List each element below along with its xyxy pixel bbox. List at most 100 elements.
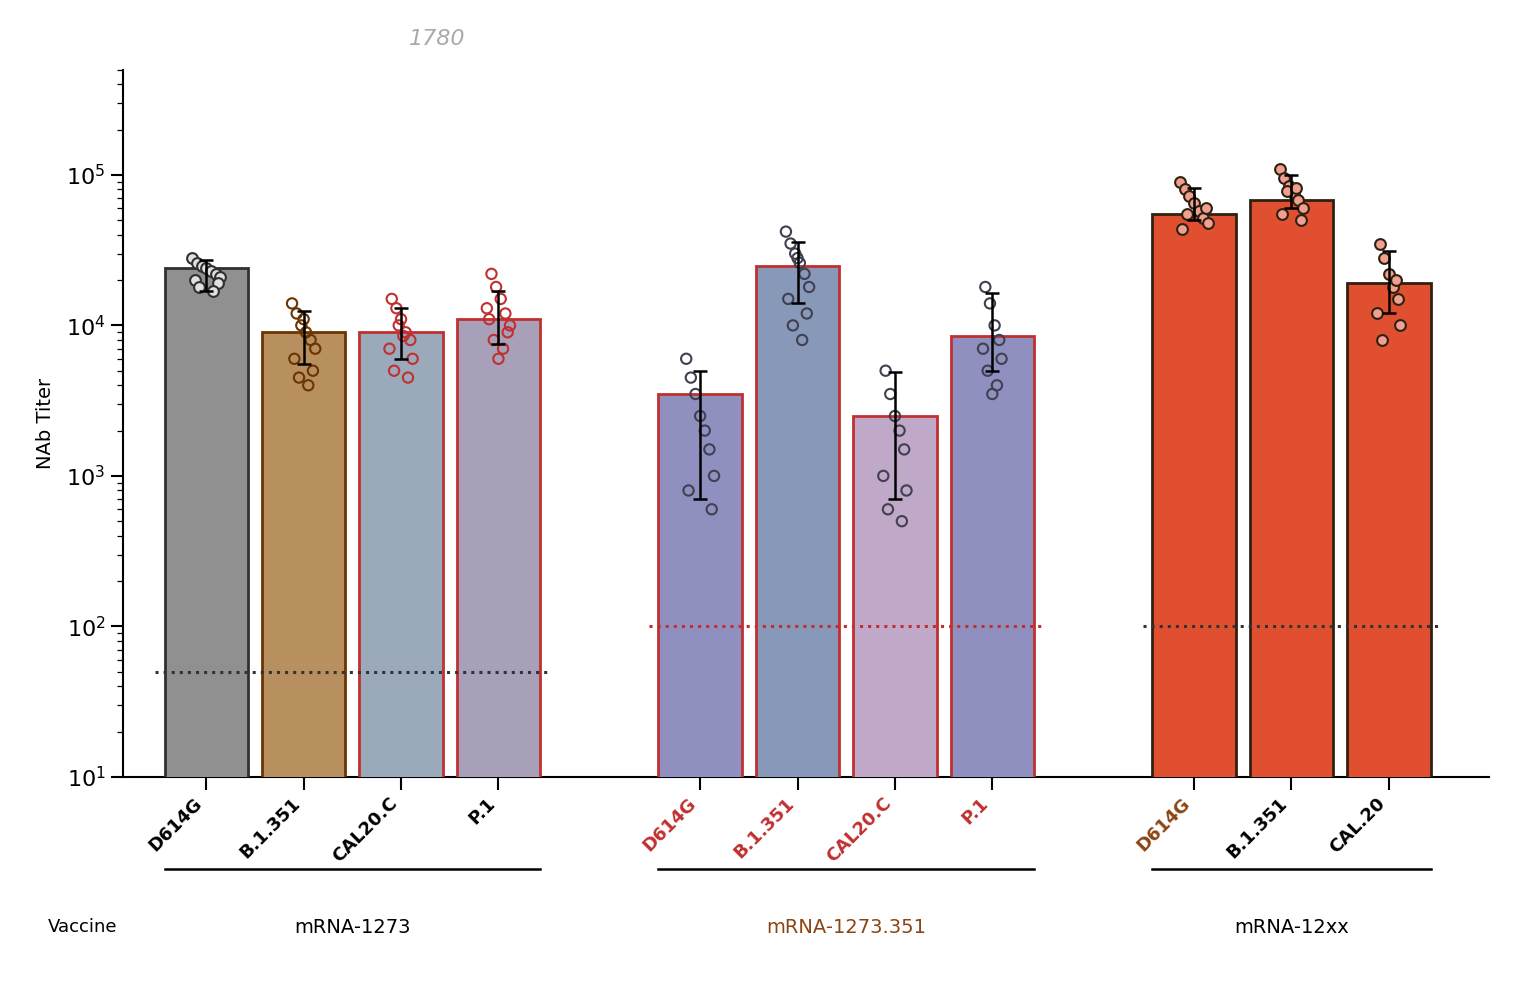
- Point: [391, 328, 416, 344]
- Point: [989, 351, 1013, 367]
- Point: [1283, 180, 1308, 196]
- Point: [1174, 206, 1199, 222]
- Bar: [359, 333, 442, 996]
- Point: [193, 260, 218, 276]
- Point: [1196, 215, 1220, 231]
- Point: [692, 422, 717, 438]
- Point: [987, 332, 1012, 348]
- Point: [496, 325, 520, 341]
- Point: [1288, 212, 1312, 228]
- Bar: [1348, 284, 1431, 996]
- Point: [701, 468, 726, 484]
- Point: [870, 468, 895, 484]
- Point: [890, 513, 915, 529]
- Point: [207, 269, 232, 285]
- Point: [700, 501, 725, 517]
- Point: [887, 422, 912, 438]
- Bar: [950, 336, 1035, 996]
- Point: [878, 386, 903, 402]
- Point: [187, 279, 212, 295]
- Point: [970, 341, 995, 357]
- Point: [973, 279, 998, 295]
- Point: [979, 386, 1004, 402]
- Bar: [262, 333, 345, 996]
- Point: [1382, 279, 1406, 295]
- Point: [1291, 200, 1315, 216]
- Point: [1383, 272, 1408, 288]
- Bar: [659, 394, 741, 996]
- Point: [477, 311, 502, 327]
- Bar: [1249, 200, 1332, 996]
- Point: [292, 311, 316, 327]
- Point: [677, 482, 701, 498]
- Point: [493, 306, 517, 322]
- Point: [1193, 200, 1217, 216]
- Point: [387, 318, 411, 334]
- Bar: [1153, 214, 1236, 996]
- Point: [289, 318, 313, 334]
- Point: [697, 441, 721, 457]
- Point: [378, 341, 402, 357]
- Text: mRNA-12xx: mRNA-12xx: [1234, 918, 1349, 937]
- Text: 1780: 1780: [408, 29, 465, 49]
- Point: [982, 318, 1007, 334]
- Point: [1274, 183, 1299, 199]
- Text: mRNA-1273: mRNA-1273: [295, 918, 410, 937]
- Y-axis label: NAb Titer: NAb Titer: [35, 377, 55, 469]
- Point: [873, 363, 898, 378]
- Point: [474, 300, 499, 316]
- Point: [688, 408, 712, 424]
- Point: [774, 224, 798, 240]
- Point: [189, 258, 213, 274]
- Point: [384, 300, 408, 316]
- Point: [875, 501, 900, 517]
- Point: [683, 386, 708, 402]
- Point: [1187, 202, 1211, 218]
- Point: [1377, 266, 1401, 282]
- Bar: [164, 268, 249, 996]
- Point: [396, 370, 421, 385]
- Point: [401, 351, 425, 367]
- Point: [781, 318, 806, 334]
- Text: Vaccine: Vaccine: [48, 918, 117, 936]
- Point: [282, 351, 307, 367]
- Point: [497, 318, 522, 334]
- Point: [895, 482, 919, 498]
- Point: [482, 332, 507, 348]
- Point: [488, 291, 513, 307]
- Point: [1191, 210, 1216, 226]
- Point: [1372, 250, 1397, 266]
- Point: [1277, 177, 1302, 193]
- Point: [198, 263, 223, 279]
- Point: [180, 250, 204, 266]
- Point: [792, 266, 817, 282]
- Point: [398, 332, 422, 348]
- Point: [1177, 188, 1202, 204]
- Text: mRNA-1273.351: mRNA-1273.351: [766, 918, 926, 937]
- Point: [1168, 174, 1193, 190]
- Point: [382, 363, 407, 378]
- Point: [393, 325, 418, 341]
- Point: [783, 246, 807, 262]
- Point: [678, 370, 703, 385]
- Point: [1173, 181, 1197, 197]
- Point: [293, 325, 318, 341]
- Point: [491, 341, 516, 357]
- Point: [674, 351, 698, 367]
- Point: [1282, 185, 1306, 201]
- Point: [1273, 170, 1297, 186]
- Point: [1268, 160, 1292, 176]
- Point: [787, 255, 812, 271]
- Point: [484, 279, 508, 295]
- Point: [1170, 220, 1194, 236]
- Point: [777, 291, 801, 307]
- Point: [296, 377, 321, 393]
- Point: [479, 266, 503, 282]
- Bar: [457, 319, 540, 996]
- Point: [388, 311, 413, 327]
- Point: [1369, 332, 1394, 348]
- Point: [206, 276, 230, 292]
- Point: [791, 332, 815, 348]
- Point: [1269, 206, 1294, 222]
- Point: [284, 306, 309, 322]
